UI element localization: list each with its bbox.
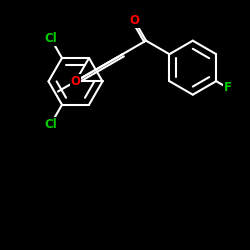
Text: Cl: Cl [44, 118, 57, 131]
Text: O: O [70, 75, 81, 88]
Text: O: O [130, 14, 140, 27]
Text: Cl: Cl [44, 32, 57, 44]
Text: F: F [224, 82, 232, 94]
